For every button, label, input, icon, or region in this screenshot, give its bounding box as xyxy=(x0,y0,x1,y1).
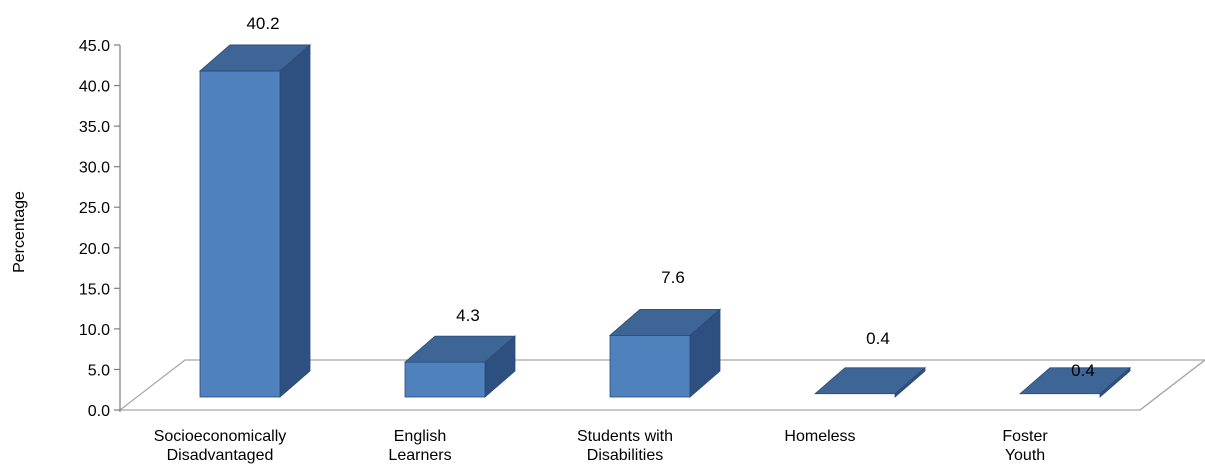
y-tick-label: 45.0 xyxy=(79,38,110,55)
bar-top-face xyxy=(198,44,312,72)
bar-side-face xyxy=(279,44,311,398)
bar-top-face xyxy=(403,335,517,363)
bar-front-face xyxy=(609,334,691,398)
data-label: 0.4 xyxy=(1071,361,1095,380)
data-label: 40.2 xyxy=(246,14,279,33)
x-category-label: Socioeconomically Disadvantaged xyxy=(154,428,287,464)
y-tick-label: 40.0 xyxy=(79,79,110,96)
y-axis-title: Percentage xyxy=(11,191,28,273)
x-category-label: English Learners xyxy=(388,428,451,464)
floor-plane xyxy=(118,359,1205,411)
data-label: 7.6 xyxy=(661,268,685,287)
data-label: 0.4 xyxy=(866,329,890,348)
x-axis-category-labels: Socioeconomically Disadvantaged English Lea… xyxy=(154,428,1049,464)
chart-floor xyxy=(118,359,1205,411)
y-tick-label: 0.0 xyxy=(88,403,110,420)
y-tick-label: 5.0 xyxy=(88,362,110,379)
bar xyxy=(403,335,517,398)
x-category-label: Homeless xyxy=(784,428,855,445)
data-labels: 40.2 4.3 7.6 0.4 0.4 xyxy=(246,14,1094,380)
y-tick-label: 35.0 xyxy=(79,119,110,136)
floor-edge xyxy=(1139,359,1205,411)
x-category-label: Foster Youth xyxy=(1002,428,1048,464)
y-tick-label: 10.0 xyxy=(79,322,110,339)
bar-front-face xyxy=(404,361,486,398)
x-category-label: Students with Disabilities xyxy=(577,428,673,464)
bar xyxy=(608,308,722,398)
data-label: 4.3 xyxy=(456,306,480,325)
bar xyxy=(1018,366,1132,398)
bars xyxy=(198,44,1132,398)
bar-front-face xyxy=(199,70,281,398)
bar xyxy=(813,366,927,398)
y-tick-label: 20.0 xyxy=(79,241,110,258)
y-tick-label: 15.0 xyxy=(79,281,110,298)
bar-top-face xyxy=(813,367,927,395)
bar xyxy=(198,44,312,398)
y-tick-label: 25.0 xyxy=(79,200,110,217)
y-axis: 0.0 5.0 10.0 15.0 20.0 25.0 30.0 35.0 40.0 45.0 xyxy=(79,38,121,420)
bar-top-face xyxy=(608,308,722,336)
y-tick-label: 30.0 xyxy=(79,160,110,177)
bar-top-face xyxy=(1018,367,1132,395)
